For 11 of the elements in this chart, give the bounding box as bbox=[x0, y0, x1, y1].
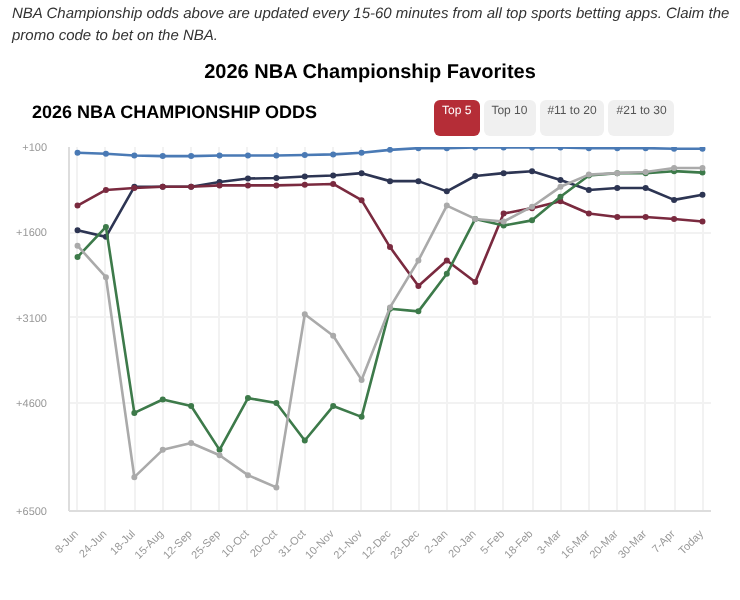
point bbox=[642, 184, 649, 191]
point bbox=[585, 186, 592, 193]
point bbox=[216, 446, 223, 453]
chart-subtitle: 2026 NBA CHAMPIONSHIP ODDS bbox=[32, 100, 318, 126]
chart-title: 2026 NBA Championship Favorites bbox=[204, 60, 536, 88]
point bbox=[159, 446, 166, 453]
point bbox=[415, 283, 422, 290]
point bbox=[131, 409, 138, 416]
point bbox=[131, 474, 138, 481]
point bbox=[273, 182, 280, 189]
point bbox=[244, 182, 251, 189]
